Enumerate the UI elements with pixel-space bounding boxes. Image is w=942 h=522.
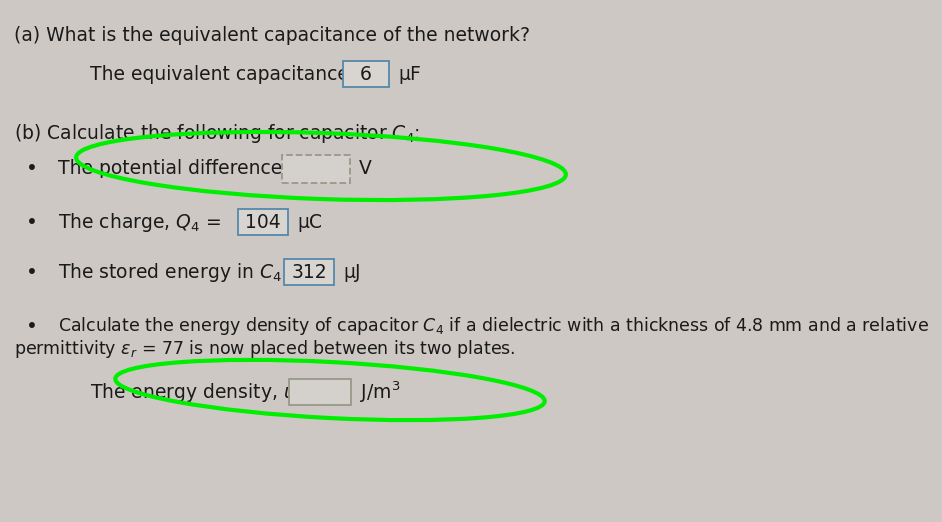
Text: •: • — [26, 263, 38, 281]
Text: The energy density, $u$ =: The energy density, $u$ = — [90, 381, 318, 404]
Text: μF: μF — [398, 65, 421, 84]
Text: •: • — [26, 316, 38, 336]
Text: 312: 312 — [291, 263, 327, 281]
Text: permittivity $\varepsilon_r$ = 77 is now placed between its two plates.: permittivity $\varepsilon_r$ = 77 is now… — [14, 338, 515, 360]
Text: V: V — [359, 160, 372, 179]
Text: 6: 6 — [360, 65, 372, 84]
Text: μC: μC — [297, 212, 322, 231]
Text: (b) Calculate the following for capacitor $C_4$:: (b) Calculate the following for capacito… — [14, 122, 420, 145]
Text: The potential difference =: The potential difference = — [58, 160, 310, 179]
Text: •: • — [26, 212, 38, 231]
Text: J/m$^3$: J/m$^3$ — [360, 379, 400, 405]
Text: The charge, $Q_4$ =: The charge, $Q_4$ = — [58, 210, 223, 233]
FancyBboxPatch shape — [238, 209, 288, 235]
FancyBboxPatch shape — [289, 379, 351, 405]
Text: •: • — [26, 160, 38, 179]
FancyBboxPatch shape — [282, 155, 350, 183]
FancyBboxPatch shape — [284, 259, 334, 285]
FancyBboxPatch shape — [343, 61, 389, 87]
Text: Calculate the energy density of capacitor $C_4$ if a dielectric with a thickness: Calculate the energy density of capacito… — [58, 315, 929, 337]
Text: The stored energy in $C_4$ =: The stored energy in $C_4$ = — [58, 260, 305, 283]
Text: μJ: μJ — [343, 263, 361, 281]
Text: 104: 104 — [245, 212, 281, 231]
Text: (a) What is the equivalent capacitance of the network?: (a) What is the equivalent capacitance o… — [14, 26, 530, 45]
Text: The equivalent capacitance =: The equivalent capacitance = — [90, 65, 377, 84]
